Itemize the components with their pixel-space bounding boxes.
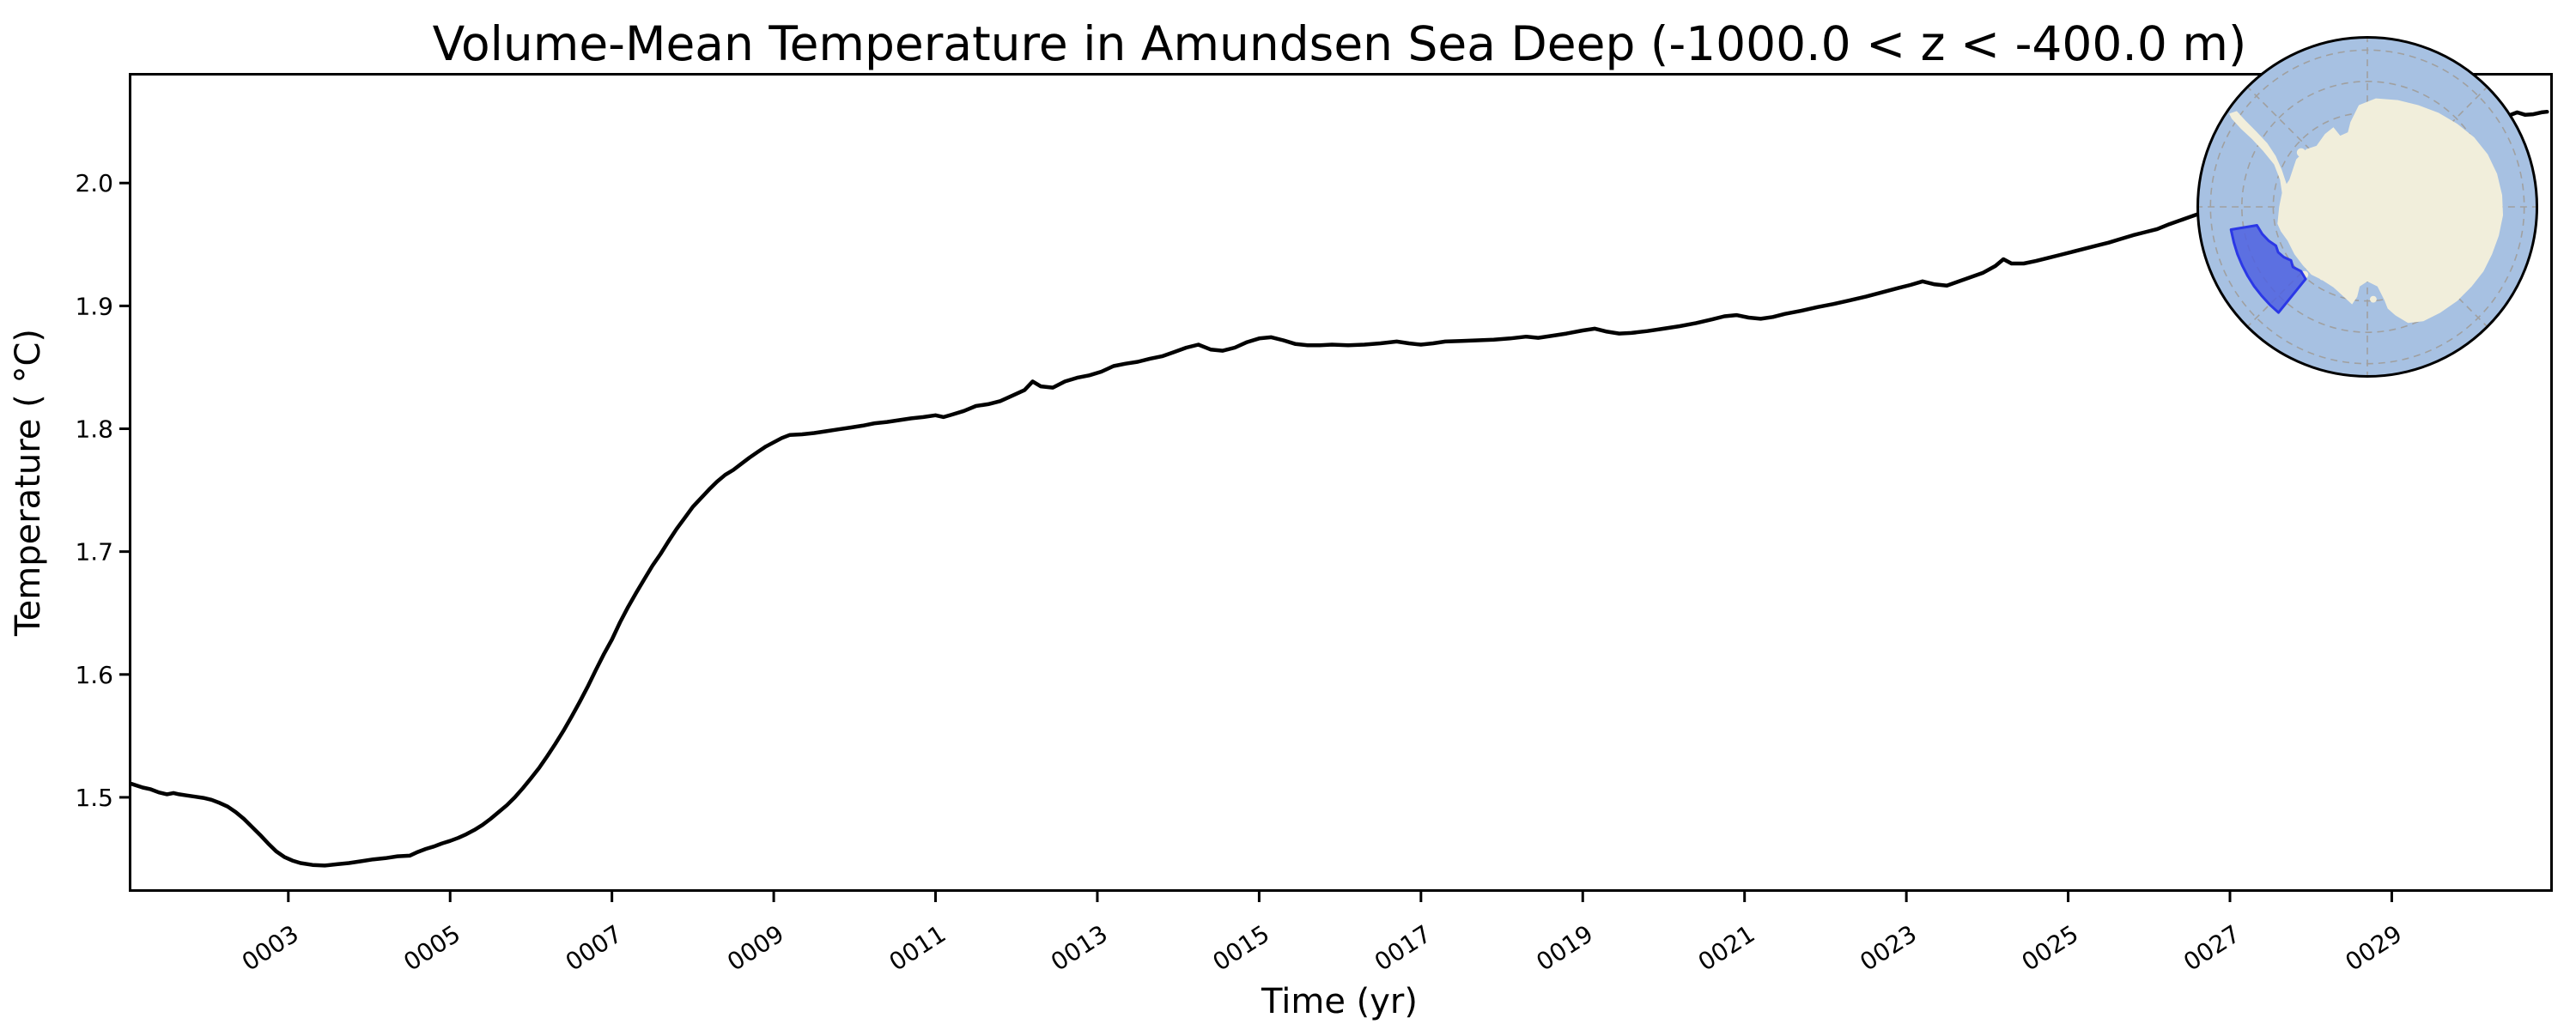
island [2369, 295, 2377, 303]
x-tick-label: 0023 [1855, 919, 1922, 976]
antarctica-landmass [2277, 98, 2503, 324]
antarctic-peninsula [2229, 111, 2292, 210]
y-axis-ticks: 1.5 1.6 1.7 1.8 1.9 2.0 [75, 169, 131, 812]
x-tick-label: 0021 [1693, 919, 1760, 976]
chart-title: Volume-Mean Temperature in Amundsen Sea … [433, 16, 2247, 71]
y-tick-label: 1.8 [75, 415, 113, 444]
y-axis-label: Temperature ( °C) [9, 329, 48, 637]
x-tick-label: 0017 [1370, 919, 1437, 976]
x-tick-label: 0027 [2178, 919, 2245, 976]
temperature-line [129, 109, 2549, 868]
x-tick-label: 0025 [2017, 919, 2084, 976]
x-tick-label: 0013 [1046, 919, 1113, 976]
x-axis-ticks: 0003 0005 0007 0009 0011 0013 0015 0017 0019 0021… [237, 890, 2407, 977]
island [2319, 274, 2326, 281]
antarctica-inset-map [2196, 36, 2538, 378]
inset-map-outline [2196, 36, 2538, 378]
y-tick-label: 1.7 [75, 538, 113, 566]
island [2296, 148, 2306, 157]
x-tick-label: 0011 [884, 919, 951, 976]
y-tick-label: 1.5 [75, 784, 113, 812]
x-tick-label: 0029 [2341, 919, 2408, 976]
y-tick-label: 1.9 [75, 292, 113, 320]
y-tick-label: 2.0 [75, 169, 113, 197]
x-axis-label: Time (yr) [1261, 982, 1418, 1021]
x-tick-label: 0007 [561, 919, 628, 976]
y-tick-label: 1.6 [75, 661, 113, 689]
x-tick-label: 0003 [237, 919, 304, 976]
x-tick-label: 0019 [1531, 919, 1598, 976]
x-tick-label: 0015 [1207, 919, 1274, 976]
x-tick-label: 0009 [722, 919, 789, 976]
island [2308, 260, 2318, 270]
plot-frame [129, 73, 2553, 892]
highlight-region-amundsen-sea [2229, 224, 2307, 314]
x-tick-label: 0005 [398, 919, 465, 976]
